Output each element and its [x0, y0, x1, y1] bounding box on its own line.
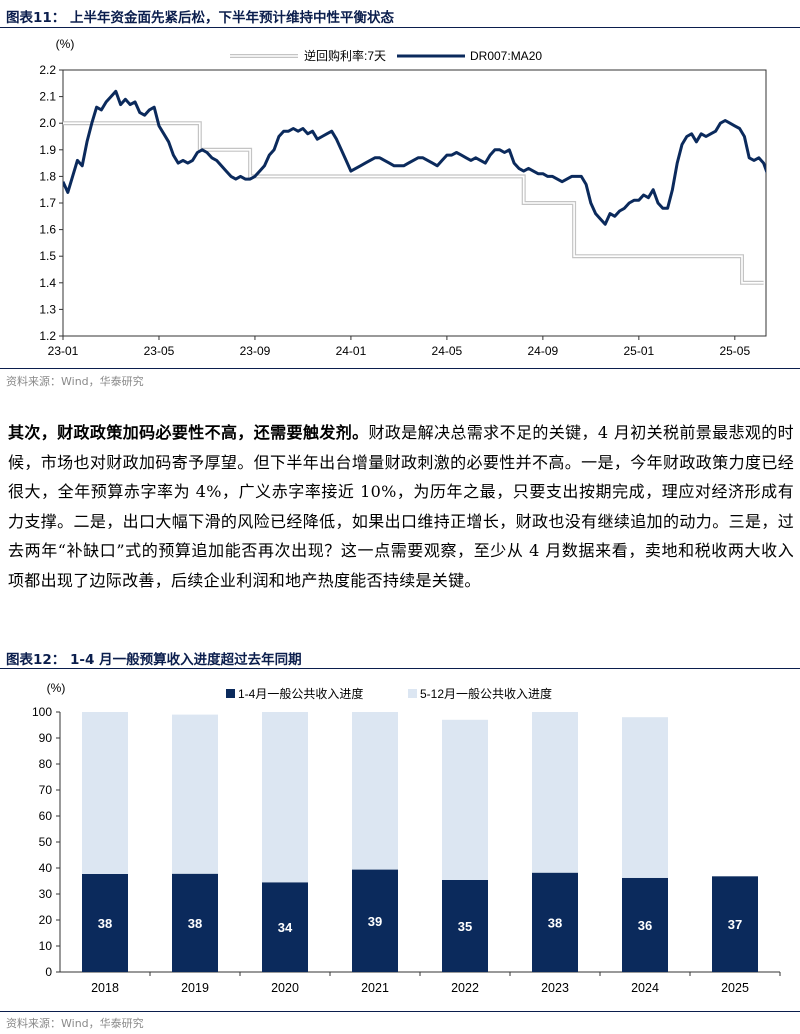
bar-jan-apr-2019 — [172, 873, 218, 972]
bar-may-dec-2021 — [352, 712, 398, 870]
figure-11-title: 图表11： 上半年资金面先紧后松，下半年预计维持中性平衡状态 — [6, 10, 394, 26]
body-paragraph: 其次，财政政策加码必要性不高，还需要触发剂。财政是解决总需求不足的关键，4 月初… — [8, 418, 794, 595]
legend-label-reverse-repo: 逆回购利率:7天 — [304, 48, 386, 63]
bar-jan-apr-2025 — [712, 876, 758, 972]
bar-may-dec-2022 — [442, 719, 488, 880]
x-tick-label-2024: 2024 — [631, 981, 659, 995]
x-tick-label: 23-09 — [240, 344, 271, 358]
x-tick-label-2019: 2019 — [181, 981, 209, 995]
x-tick-label-2023: 2023 — [541, 981, 569, 995]
x-tick-label-2018: 2018 — [91, 981, 119, 995]
bar-value-label-2020: 34 — [278, 920, 293, 935]
y-tick-label: 1.3 — [39, 302, 56, 316]
bar-value-label-2023: 38 — [548, 915, 562, 930]
y-tick-label: 2.2 — [39, 63, 56, 77]
bar-may-dec-2020 — [262, 712, 308, 883]
y-tick-label: 1.6 — [39, 223, 56, 237]
y-tick-label: 20 — [39, 913, 53, 927]
figure-11-source: 资料来源：Wind，华泰研究 — [6, 375, 144, 388]
x-tick-label: 25-05 — [719, 344, 750, 358]
title-rule-2 — [0, 668, 800, 669]
figure-12-title: 图表12： 1-4 月一般预算收入进度超过去年同期 — [6, 652, 302, 668]
y-tick-label: 60 — [39, 809, 53, 823]
x-tick-label: 24-01 — [336, 344, 367, 358]
x-tick-label-2022: 2022 — [451, 981, 479, 995]
legend-swatch-jan-apr — [226, 689, 235, 698]
series-reverse-repo-7d-inner — [63, 122, 764, 284]
source-rule-2 — [0, 1011, 800, 1012]
y-tick-label: 1.8 — [39, 169, 56, 183]
x-tick-label: 24-05 — [432, 344, 463, 358]
x-tick-label-2021: 2021 — [361, 981, 389, 995]
bar-may-dec-2024 — [622, 717, 668, 878]
bar-value-label-2024: 36 — [638, 918, 652, 933]
bar-may-dec-2023 — [532, 712, 578, 873]
bar-jan-apr-2021 — [352, 869, 398, 972]
y-axis-unit: (%) — [56, 37, 75, 51]
line-chart: (%) 1.2 1.3 1.4 1.5 1.6 1.7 1.8 1.9 2.0 2.1 2.2 23-0… — [39, 37, 767, 358]
x-tick-label: 25-01 — [623, 344, 654, 358]
bar-chart: (%) 0 10 20 30 40 50 60 70 80 90 100 38 2018 38 2019 34 2… — [32, 681, 781, 995]
y-tick-label: 30 — [39, 887, 53, 901]
x-tick-label-2025: 2025 — [721, 981, 749, 995]
bar-jan-apr-2024 — [622, 877, 668, 972]
y-tick-label: 70 — [39, 783, 53, 797]
y-tick-label: 90 — [39, 731, 53, 745]
x-tick-label: 24-09 — [528, 344, 559, 358]
bar-may-dec-2018 — [82, 712, 128, 874]
bar-value-label-2018: 38 — [98, 916, 112, 931]
bar-value-label-2025: 37 — [728, 917, 742, 932]
bar-may-dec-2019 — [172, 714, 218, 874]
bar-jan-apr-2018 — [82, 873, 128, 972]
x-tick-label: 23-05 — [144, 344, 175, 358]
y-tick-label: 1.2 — [39, 329, 56, 343]
y-tick-label: 100 — [32, 705, 52, 719]
bar-value-label-2019: 38 — [188, 916, 202, 931]
y-tick-label: 10 — [39, 939, 53, 953]
y-tick-label: 2.0 — [39, 116, 56, 130]
x-tick-label-2020: 2020 — [271, 981, 299, 995]
y-tick-label: 1.5 — [39, 249, 56, 263]
legend-label-dr007: DR007:MA20 — [470, 49, 542, 63]
figure-12-source: 资料来源：Wind，华泰研究 — [6, 1017, 144, 1030]
bar-jan-apr-2023 — [532, 872, 578, 972]
y-tick-label: 40 — [39, 861, 53, 875]
y-tick-label: 80 — [39, 757, 53, 771]
plot-frame — [62, 69, 767, 337]
paragraph-body: 财政是解决总需求不足的关键，4 月初关税前景最悲观的时候，市场也对财政加码寄予厚… — [8, 423, 794, 590]
y-tick-label: 0 — [45, 965, 52, 979]
y-tick-label: 50 — [39, 835, 53, 849]
y-tick-label: 1.7 — [39, 196, 56, 210]
paragraph-lead: 其次，财政政策加码必要性不高，还需要触发剂。 — [8, 423, 369, 442]
legend-label-may-dec: 5-12月一般公共收入进度 — [420, 686, 552, 701]
legend-swatch-may-dec — [408, 689, 417, 698]
y-tick-label: 2.1 — [39, 90, 56, 104]
title-rule-1 — [0, 27, 800, 28]
series-dr007-ma20 — [63, 89, 766, 226]
y-tick-label: 1.9 — [39, 143, 56, 157]
x-tick-label: 23-01 — [48, 344, 79, 358]
bar-jan-apr-2022 — [442, 879, 488, 972]
y-axis-unit: (%) — [47, 681, 66, 695]
source-rule-1 — [0, 368, 800, 369]
y-tick-label: 1.4 — [39, 276, 56, 290]
bar-jan-apr-2020 — [262, 882, 308, 972]
legend-label-jan-apr: 1-4月一般公共收入进度 — [238, 686, 363, 701]
bar-value-label-2021: 39 — [368, 914, 382, 929]
bar-value-label-2022: 35 — [458, 919, 472, 934]
